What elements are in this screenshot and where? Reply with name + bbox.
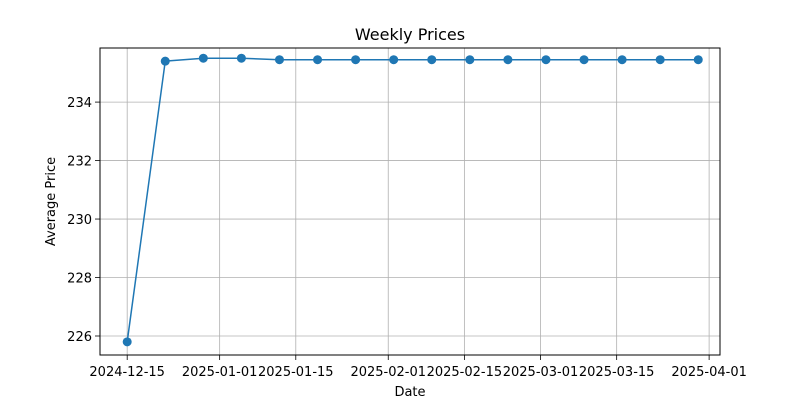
data-point	[389, 55, 399, 65]
series-line	[126, 57, 699, 342]
y-tick-label: 232	[67, 155, 92, 170]
data-point	[617, 55, 627, 65]
data-point	[427, 55, 437, 65]
data-point	[313, 55, 323, 65]
y-axis-label: Average Price	[44, 157, 59, 246]
data-point	[236, 53, 246, 63]
data-point	[655, 55, 665, 65]
data-point	[274, 55, 284, 65]
data-point	[579, 55, 589, 65]
data-point	[465, 55, 475, 65]
data-point	[693, 55, 703, 65]
y-tick-label: 230	[67, 213, 92, 228]
x-tick-label: 2025-01-15	[258, 365, 334, 380]
x-tick-label: 2025-02-01	[350, 365, 426, 380]
x-tick-label: 2025-01-01	[182, 365, 258, 380]
y-tick-label: 234	[67, 96, 92, 111]
x-tick-label: 2025-02-15	[427, 365, 503, 380]
tick-layer: 2024-12-15 2025-01-01 2025-01-15 2025-02-01…	[67, 96, 747, 380]
plot-frame	[99, 47, 721, 356]
data-point	[122, 337, 132, 347]
data-point	[503, 55, 513, 65]
series-layer	[122, 53, 703, 347]
x-tick-label: 2025-04-01	[671, 365, 747, 380]
x-tick-label: 2025-03-01	[503, 365, 579, 380]
data-point	[160, 56, 170, 66]
x-axis-label: Date	[394, 385, 425, 400]
chart-title: Weekly Prices	[355, 25, 465, 44]
data-point	[541, 55, 551, 65]
y-tick-label: 228	[67, 272, 92, 287]
grid-layer	[100, 48, 720, 355]
x-tick-label: 2025-03-15	[579, 365, 655, 380]
data-point	[351, 55, 361, 65]
data-point	[198, 53, 208, 63]
x-tick-label: 2024-12-15	[89, 365, 165, 380]
y-tick-label: 226	[67, 330, 92, 345]
